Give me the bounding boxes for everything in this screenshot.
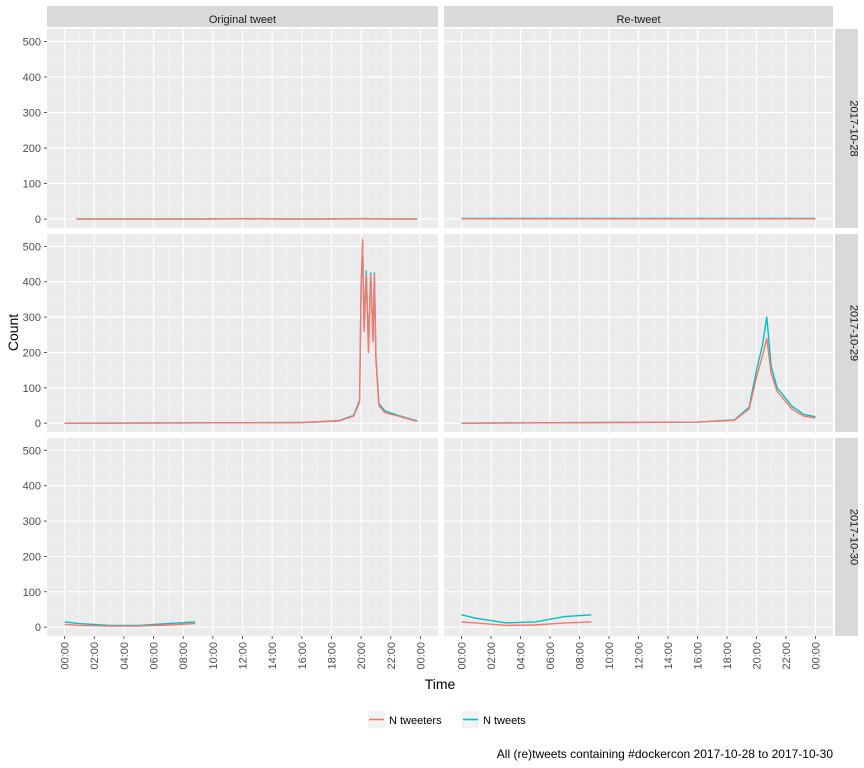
x-tick-label: 10:00	[604, 642, 616, 670]
x-tick-label: 16:00	[297, 642, 309, 670]
y-tick-label: 400	[23, 481, 41, 493]
legend-label: N tweeters	[389, 715, 442, 727]
facet-strip-column	[444, 6, 833, 27]
y-tick-label: 200	[23, 551, 41, 563]
facet-strip-row	[835, 438, 858, 636]
facet-strip-column-label: Re-tweet	[616, 14, 660, 26]
y-tick-label: 200	[23, 143, 41, 155]
legend-label: N tweets	[483, 715, 526, 727]
facet-strip-column	[47, 6, 438, 27]
series-line-n-tweeters	[461, 621, 592, 627]
x-tick-label: 04:00	[119, 642, 131, 670]
x-tick-label: 14:00	[663, 642, 675, 670]
x-tick-label: 06:00	[149, 642, 161, 670]
facet-strip-row-label: 2017-10-29	[848, 305, 860, 361]
x-tick-label: 22:00	[386, 642, 398, 670]
x-tick-label: 06:00	[545, 642, 557, 670]
y-tick-label: 100	[23, 179, 41, 191]
y-tick-label: 300	[23, 312, 41, 324]
legend: N tweeters N tweets	[368, 711, 526, 728]
x-tick-label: 00:00	[415, 642, 427, 670]
y-tick-label: 100	[23, 383, 41, 395]
x-axis-title: Time	[425, 676, 456, 692]
x-tick-label: 10:00	[208, 642, 220, 670]
x-tick-label: 16:00	[692, 642, 704, 670]
x-tick-label: 00:00	[810, 642, 822, 670]
x-tick-label: 08:00	[178, 642, 190, 670]
x-tick-label: 02:00	[486, 642, 498, 670]
y-axis-title: Count	[5, 314, 21, 351]
caption: All (re)tweets containing #dockercon 201…	[497, 747, 834, 761]
facet-strip-row-label: 2017-10-28	[848, 100, 860, 156]
panel	[47, 438, 438, 636]
panel	[444, 29, 833, 228]
y-tick-label: 400	[23, 72, 41, 84]
x-tick-label: 00:00	[457, 642, 469, 670]
y-tick-label: 0	[35, 622, 41, 634]
x-tick-label: 18:00	[326, 642, 338, 670]
y-tick-label: 500	[23, 241, 41, 253]
series-line-n-tweets	[461, 614, 592, 624]
y-tick-label: 0	[35, 418, 41, 430]
panel	[444, 234, 833, 432]
facet-strip-row	[835, 234, 858, 432]
x-tick-label: 08:00	[575, 642, 587, 670]
y-tick-label: 100	[23, 587, 41, 599]
y-tick-label: 300	[23, 516, 41, 528]
x-tick-label: 14:00	[267, 642, 279, 670]
facet-strip-row	[835, 29, 858, 228]
x-tick-label: 02:00	[89, 642, 101, 670]
x-tick-label: 20:00	[751, 642, 763, 670]
x-tick-label: 20:00	[356, 642, 368, 670]
x-tick-label: 00:00	[60, 642, 72, 670]
y-tick-label: 300	[23, 108, 41, 120]
panel	[444, 438, 833, 636]
panel	[47, 29, 438, 228]
x-tick-label: 18:00	[722, 642, 734, 670]
facet-strip-row-label: 2017-10-30	[848, 509, 860, 565]
series-line-n-tweeters	[64, 238, 418, 424]
series-line-n-tweeters	[64, 622, 196, 627]
y-tick-label: 400	[23, 277, 41, 289]
y-tick-label: 500	[23, 36, 41, 48]
facet-strip-column-label: Original tweet	[209, 14, 276, 26]
x-tick-label: 22:00	[781, 642, 793, 670]
x-tick-label: 12:00	[238, 642, 250, 670]
series-line-n-tweeters	[461, 337, 816, 424]
y-tick-label: 500	[23, 445, 41, 457]
y-tick-label: 200	[23, 347, 41, 359]
x-tick-label: 12:00	[634, 642, 646, 670]
x-tick-label: 04:00	[516, 642, 528, 670]
y-tick-label: 0	[35, 214, 41, 226]
